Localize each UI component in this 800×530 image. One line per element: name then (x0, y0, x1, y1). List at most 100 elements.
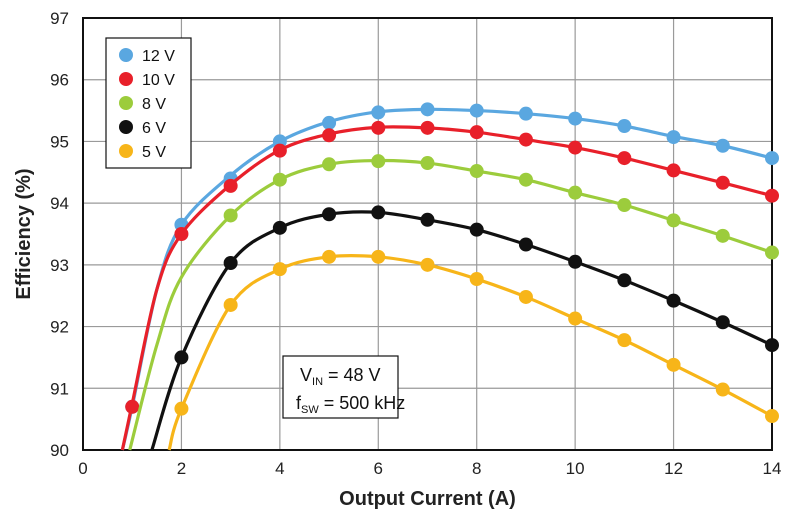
y-tick-label: 95 (50, 132, 69, 151)
data-point-10v (469, 125, 484, 140)
x-tick-label: 10 (566, 459, 585, 478)
data-point-10v (420, 120, 435, 135)
x-tick-label: 2 (177, 459, 186, 478)
y-tick-label: 92 (50, 318, 69, 337)
series-group (120, 102, 779, 451)
data-point-12v (715, 138, 730, 153)
x-axis-label: Output Current (A) (339, 488, 516, 510)
data-point-12v (617, 119, 632, 133)
series-6v (150, 205, 779, 451)
data-point-12v (518, 106, 533, 121)
data-point-12v (371, 105, 386, 120)
x-tick-label: 8 (472, 459, 481, 478)
data-point-6v (568, 254, 583, 269)
data-point-8v (617, 197, 632, 212)
data-point-5v (420, 257, 435, 272)
x-tick-label: 14 (763, 459, 782, 478)
series-10v (120, 120, 779, 451)
data-point-5v (322, 249, 337, 264)
data-point-10v (371, 120, 386, 135)
data-point-10v (272, 143, 287, 158)
x-tick-label: 6 (374, 459, 383, 478)
data-point-8v (322, 157, 337, 172)
data-point-8v (420, 156, 435, 171)
series-line-10v (120, 125, 773, 451)
data-point-6v (174, 350, 189, 365)
series-8v (128, 154, 779, 451)
legend-marker (119, 72, 133, 86)
data-point-6v (666, 293, 681, 308)
legend-label: 5 V (142, 144, 166, 161)
data-point-6v (617, 273, 632, 288)
data-point-6v (420, 212, 435, 227)
x-tick-label: 12 (664, 459, 683, 478)
data-point-12v (765, 151, 779, 166)
data-point-12v (322, 115, 337, 130)
data-point-10v (715, 175, 730, 190)
data-point-5v (371, 249, 386, 264)
legend-label: 8 V (142, 96, 166, 113)
data-point-6v (765, 338, 779, 353)
data-point-5v (765, 409, 779, 424)
data-point-6v (518, 237, 533, 252)
series-line-6v (150, 210, 773, 451)
series-line-8v (128, 158, 773, 451)
data-point-5v (174, 401, 189, 416)
data-point-6v (322, 207, 337, 222)
x-tick-label: 4 (275, 459, 284, 478)
data-point-5v (666, 357, 681, 372)
data-point-5v (715, 382, 730, 397)
data-point-5v (272, 262, 287, 277)
data-point-8v (666, 213, 681, 228)
data-point-10v (765, 188, 779, 203)
data-point-10v (666, 163, 681, 178)
data-point-6v (715, 315, 730, 330)
y-axis-label: Efficiency (%) (13, 168, 35, 299)
y-axis-ticks: 90 91 92 93 94 95 96 97 (50, 9, 69, 460)
data-point-6v (371, 205, 386, 220)
data-point-8v (765, 245, 779, 260)
data-point-8v (223, 208, 238, 223)
legend-marker (119, 96, 133, 110)
data-point-10v (617, 151, 632, 166)
legend-label: 6 V (142, 120, 166, 137)
legend-label: 12 V (142, 48, 175, 65)
data-point-6v (469, 222, 484, 237)
x-tick-label: 0 (78, 459, 87, 478)
data-point-12v (666, 130, 681, 145)
data-point-8v (272, 172, 287, 187)
data-point-12v (420, 102, 435, 117)
series-line-5v (167, 253, 773, 451)
legend-marker (119, 144, 133, 158)
data-point-12v (469, 103, 484, 118)
y-tick-label: 96 (50, 71, 69, 90)
series-5v (167, 249, 779, 451)
data-point-8v (518, 172, 533, 187)
data-point-10v (568, 140, 583, 155)
annotation-box (282, 355, 399, 419)
annotation-vin: VIN = 48 V (300, 365, 381, 388)
y-tick-label: 90 (50, 441, 69, 460)
data-point-6v (272, 220, 287, 235)
data-point-10v (322, 128, 337, 143)
legend-label: 10 V (142, 72, 175, 89)
data-point-12v (568, 111, 583, 126)
y-tick-label: 97 (50, 9, 69, 28)
data-point-8v (568, 185, 583, 200)
data-point-8v (715, 228, 730, 243)
y-tick-label: 91 (50, 379, 69, 398)
data-point-8v (371, 154, 386, 169)
data-point-10v (223, 178, 238, 193)
annotation-fsw: fSW = 500 kHz (296, 393, 405, 416)
data-point-10v (518, 132, 533, 147)
legend: 12 V 10 V 8 V 6 V 5 V (105, 37, 192, 169)
data-point-6v (223, 256, 238, 271)
data-point-5v (617, 333, 632, 348)
legend-marker (119, 48, 133, 62)
data-point-5v (469, 272, 484, 287)
data-point-10v (174, 227, 189, 241)
operating-conditions-annotation: VIN = 48 V fSW = 500 kHz (282, 355, 405, 419)
data-point-10v (125, 399, 140, 414)
data-point-8v (469, 164, 484, 179)
